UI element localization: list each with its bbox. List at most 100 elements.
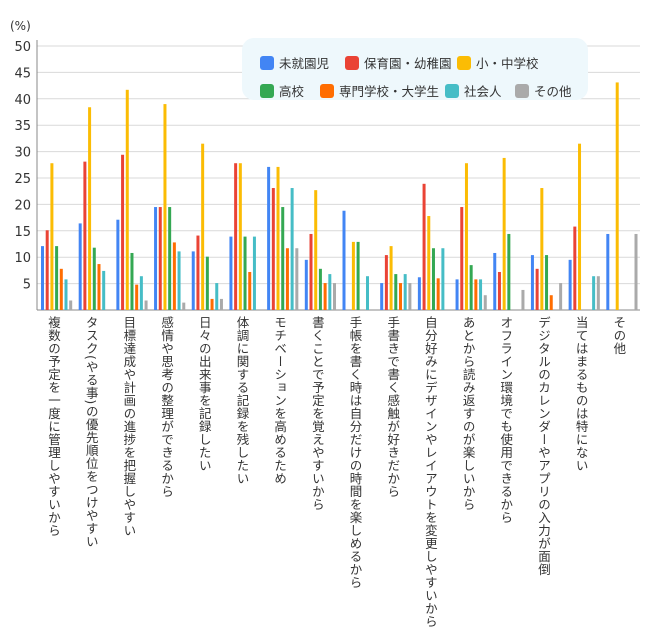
bar-9-6 bbox=[366, 276, 369, 310]
bar-5-5 bbox=[210, 298, 214, 310]
bar-1-2 bbox=[45, 230, 49, 310]
bar-14-1 bbox=[530, 255, 534, 310]
bar-6-1 bbox=[229, 236, 233, 310]
bar-6-5 bbox=[248, 271, 252, 310]
bar-15-6 bbox=[592, 276, 596, 310]
bar-10-6 bbox=[403, 274, 407, 310]
bar-8-7 bbox=[333, 283, 337, 310]
bar-11-2 bbox=[422, 183, 426, 310]
bar-10-1 bbox=[380, 283, 384, 310]
legend-item: 社会人 bbox=[445, 81, 502, 100]
bar-2-3 bbox=[88, 107, 92, 310]
legend-item: 高校 bbox=[260, 81, 304, 100]
bar-9-1 bbox=[342, 210, 346, 310]
bar-11-4 bbox=[431, 248, 435, 310]
bar-5-6 bbox=[215, 283, 219, 310]
bar-15-1 bbox=[568, 259, 572, 310]
y-tick-label: 30 bbox=[14, 146, 31, 161]
bar-15-7 bbox=[596, 276, 600, 310]
bar-6-6 bbox=[252, 236, 256, 310]
bar-16-3 bbox=[615, 82, 619, 310]
bar-8-3 bbox=[314, 190, 318, 310]
x-tick-label: 感情や思考の整理ができるから bbox=[159, 316, 175, 498]
legend-item: 小・中学校 bbox=[457, 53, 539, 72]
y-tick-label: 45 bbox=[14, 66, 31, 81]
legend-label: 小・中学校 bbox=[476, 56, 539, 71]
bar-14-4 bbox=[545, 255, 549, 310]
bar-9-4 bbox=[356, 241, 360, 310]
bar-4-7 bbox=[182, 302, 186, 310]
legend-label: 専門学校・大学生 bbox=[339, 84, 440, 99]
bar-12-2 bbox=[460, 207, 464, 310]
bar-12-6 bbox=[479, 279, 483, 310]
bar-11-6 bbox=[441, 248, 445, 310]
legend-swatch bbox=[457, 55, 471, 70]
legend-item: 未就園児 bbox=[260, 53, 329, 72]
bar-8-2 bbox=[309, 233, 313, 310]
legend-label: 保育園・幼稚園 bbox=[364, 56, 452, 71]
bar-13-2 bbox=[497, 271, 501, 310]
legend-swatch bbox=[445, 83, 459, 98]
bar-3-3 bbox=[125, 89, 129, 310]
legend-swatch bbox=[320, 83, 334, 98]
legend-item: 保育園・幼稚園 bbox=[345, 53, 452, 72]
x-tick-label: 日々の出来事を記録したい bbox=[196, 316, 212, 472]
bar-10-4 bbox=[394, 274, 398, 310]
bar-11-5 bbox=[436, 278, 440, 310]
y-tick-label: 10 bbox=[14, 251, 31, 266]
y-unit-label: (%) bbox=[10, 19, 31, 33]
bar-5-4 bbox=[205, 256, 209, 310]
bar-14-3 bbox=[540, 188, 544, 310]
bar-10-2 bbox=[384, 255, 388, 310]
legend-label: 社会人 bbox=[464, 84, 502, 99]
bar-12-1 bbox=[455, 279, 459, 310]
bar-2-6 bbox=[102, 270, 106, 310]
bar-10-5 bbox=[398, 283, 402, 310]
x-tick-label: タスク(やる事)の優先順位をつけやすい bbox=[83, 316, 99, 548]
x-tick-label: 自分好みにデザインやレイアウトを変更しやすいから bbox=[422, 316, 438, 628]
bar-14-2 bbox=[535, 268, 539, 310]
y-tick-label: 20 bbox=[14, 198, 31, 213]
bar-5-3 bbox=[201, 143, 205, 310]
legend-swatch bbox=[515, 83, 529, 98]
y-tick-label: 15 bbox=[14, 225, 31, 240]
x-tick-label: 目標達成や計画の進捗を把握しやすい bbox=[121, 316, 137, 537]
bar-5-7 bbox=[219, 298, 223, 310]
legend-item: その他 bbox=[515, 81, 572, 100]
x-tick-label: デジタルのカレンダーやアプリの入力が面倒 bbox=[535, 316, 551, 576]
bar-3-1 bbox=[116, 219, 120, 310]
bar-16-1 bbox=[606, 233, 610, 310]
bar-15-3 bbox=[578, 143, 582, 310]
bar-2-5 bbox=[97, 264, 101, 310]
x-tick-label: 手書きで書く感触が好きだから bbox=[385, 316, 401, 498]
bar-8-1 bbox=[304, 259, 308, 310]
bar-1-7 bbox=[69, 300, 73, 310]
bar-1-5 bbox=[59, 268, 63, 310]
y-tick-label: 40 bbox=[14, 93, 31, 108]
bar-3-6 bbox=[139, 276, 143, 310]
bar-6-2 bbox=[234, 163, 238, 310]
bar-7-6 bbox=[290, 188, 294, 310]
bar-10-7 bbox=[408, 283, 412, 310]
bar-2-2 bbox=[83, 161, 87, 310]
legend-swatch bbox=[260, 55, 274, 70]
x-tick-label: オフライン環境でも使用できるから bbox=[498, 316, 514, 524]
bar-1-4 bbox=[55, 246, 59, 310]
x-tick-label: 複数の予定を一度に管理しやすいから bbox=[46, 316, 61, 537]
bar-15-2 bbox=[573, 226, 577, 310]
x-tick-label: 書くことで予定を覚えやすいから bbox=[309, 316, 325, 511]
bar-12-4 bbox=[469, 265, 473, 310]
x-tick-label: あとから読み返すのが楽しいから bbox=[460, 316, 476, 511]
bar-1-1 bbox=[41, 246, 44, 310]
bar-7-3 bbox=[276, 166, 280, 310]
bar-3-7 bbox=[144, 300, 148, 310]
bar-2-4 bbox=[92, 247, 96, 310]
bar-6-3 bbox=[238, 163, 242, 310]
bar-13-3 bbox=[502, 157, 506, 310]
bar-11-3 bbox=[427, 216, 431, 310]
bar-5-1 bbox=[191, 251, 195, 310]
legend-label: 未就園児 bbox=[279, 56, 330, 71]
bar-4-4 bbox=[168, 207, 172, 310]
legend-label: 高校 bbox=[279, 84, 305, 99]
